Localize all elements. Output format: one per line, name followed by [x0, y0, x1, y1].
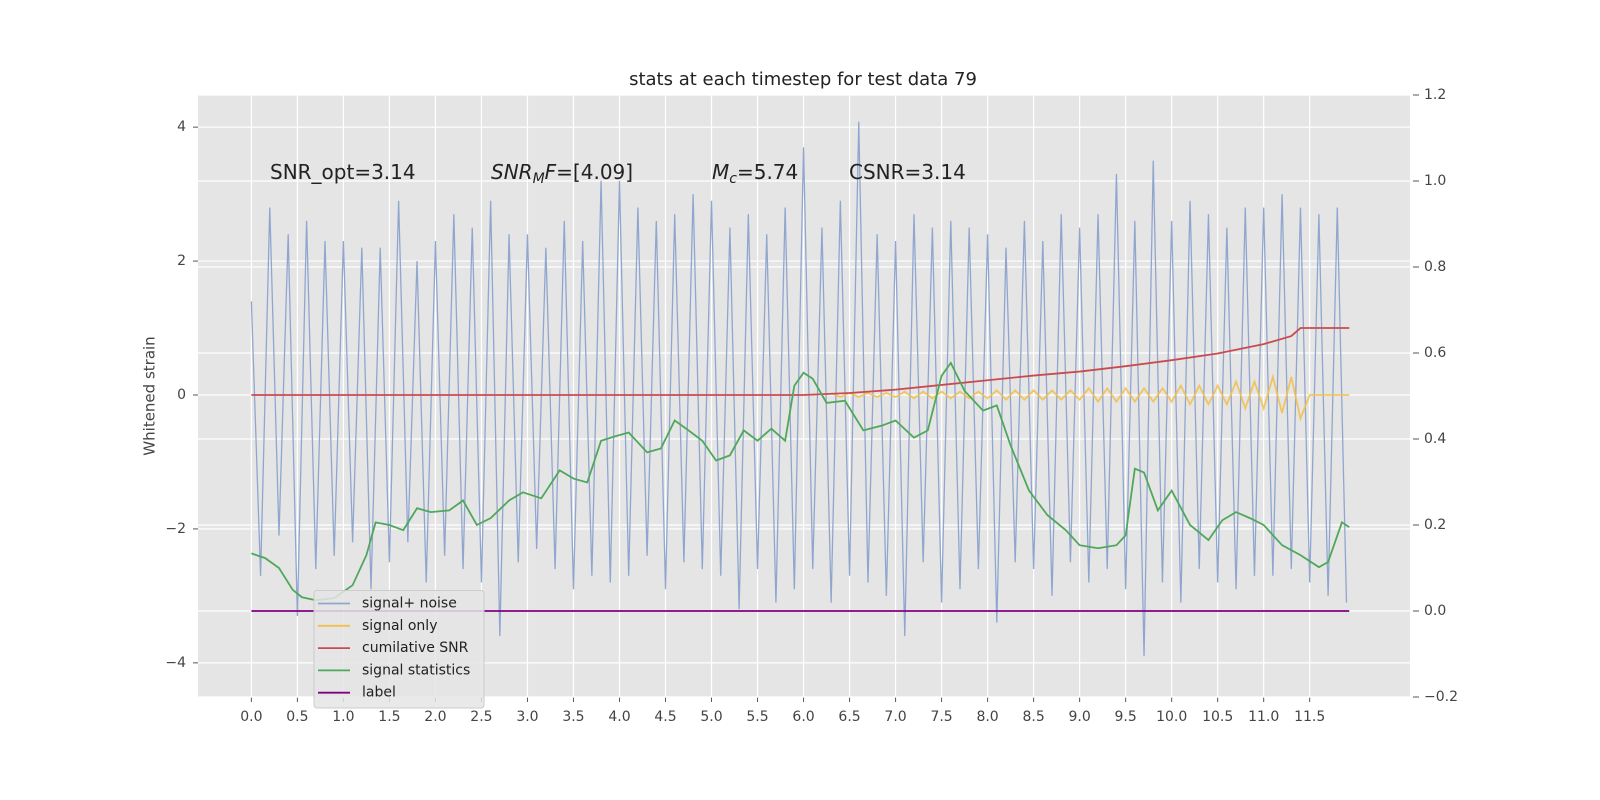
y2-tick-label: 0.6	[1424, 345, 1446, 361]
annotation-part: c	[729, 171, 737, 187]
annotation: SNRMF=[4.09]	[491, 160, 633, 188]
x-tick-label: 4.5	[654, 709, 676, 725]
x-tick-label: 1.0	[332, 709, 354, 725]
x-tick-label: 8.0	[976, 709, 998, 725]
y2-tick-label: 0.4	[1424, 431, 1446, 447]
x-tick-label: 3.5	[562, 709, 584, 725]
x-tick-label: 7.5	[930, 709, 952, 725]
y-tick-label: 2	[177, 253, 186, 269]
x-tick-label: 5.0	[700, 709, 722, 725]
y-tick-label: −2	[165, 521, 186, 537]
annotation-part: M	[712, 160, 729, 184]
legend-label: signal statistics	[362, 662, 470, 678]
legend-box	[313, 590, 485, 709]
annotation: SNR_opt=3.14	[270, 160, 416, 184]
y-tick-label: −4	[165, 655, 186, 671]
x-tick-label: 0.5	[286, 709, 308, 725]
series-line	[830, 373, 1350, 422]
y2-tick-label: 0.8	[1424, 259, 1446, 275]
annotation: CSNR=3.14	[849, 160, 966, 184]
x-tick-label: 9.5	[1115, 709, 1137, 725]
annotation: Mc=5.74	[712, 160, 798, 188]
y-tick-label: 4	[177, 119, 186, 135]
annotation-part: CSNR=3.14	[849, 160, 966, 184]
legend-label: cumilative SNR	[362, 640, 469, 656]
x-tick-label: 6.5	[838, 709, 860, 725]
series-line	[251, 327, 1350, 396]
x-tick-label: 5.5	[746, 709, 768, 725]
annotation-part: =5.74	[737, 160, 798, 184]
x-tick-label: 11.0	[1248, 709, 1279, 725]
y-tick-label: 0	[177, 387, 186, 403]
y2-tick-label: 1.2	[1424, 87, 1446, 103]
series-line	[250, 121, 1348, 657]
x-tick-label: 2.0	[424, 709, 446, 725]
y-axis-label: Whitened strain	[141, 336, 159, 455]
x-tick-label: 8.5	[1022, 709, 1044, 725]
series-line	[251, 361, 1350, 602]
x-tick-label: 1.5	[378, 709, 400, 725]
annotation-part: F	[545, 160, 557, 184]
x-tick-label: 4.0	[608, 709, 630, 725]
x-tick-label: 6.0	[792, 709, 814, 725]
annotation-part: SNR	[491, 160, 533, 184]
chart-title: stats at each timestep for test data 79	[629, 69, 977, 90]
y2-tick-label: −0.2	[1424, 689, 1458, 705]
x-tick-label: 2.5	[470, 709, 492, 725]
x-tick-label: 3.0	[516, 709, 538, 725]
annotation-part: M	[533, 171, 545, 187]
x-tick-label: 10.5	[1202, 709, 1233, 725]
x-tick-label: 11.5	[1294, 709, 1325, 725]
legend-label: label	[362, 685, 396, 701]
x-tick-label: 0.0	[240, 709, 262, 725]
y2-tick-label: 0.2	[1424, 517, 1446, 533]
legend-label: signal+ noise	[362, 596, 457, 612]
x-tick-label: 9.0	[1068, 709, 1090, 725]
annotation-part: SNR_opt=3.14	[270, 160, 416, 184]
y2-tick-label: 0.0	[1424, 603, 1446, 619]
legend-label: signal only	[362, 618, 437, 634]
x-tick-label: 7.0	[884, 709, 906, 725]
x-tick-label: 10.0	[1156, 709, 1187, 725]
y2-tick-label: 1.0	[1424, 173, 1446, 189]
annotation-part: =[4.09]	[556, 160, 633, 184]
